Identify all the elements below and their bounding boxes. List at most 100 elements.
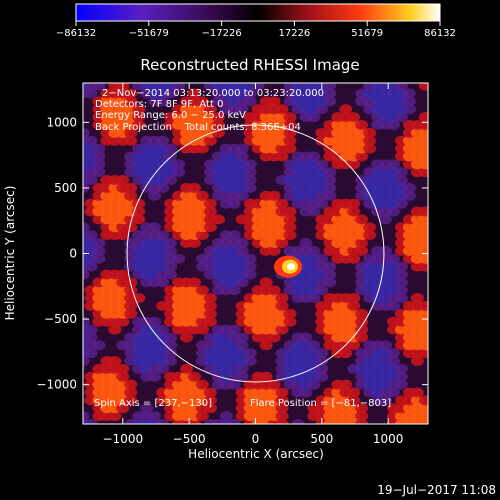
heatmap-cell	[172, 253, 186, 264]
heatmap-cell	[124, 387, 138, 398]
heatmap-cell	[156, 363, 170, 374]
colorbar-tick-label: −51679	[129, 28, 169, 39]
heatmap-cell	[132, 198, 146, 209]
heatmap-cell	[418, 238, 428, 249]
heatmap-cell	[156, 324, 170, 335]
heatmap-cell	[164, 245, 178, 256]
heatmap-cell	[418, 308, 428, 319]
heatmap-cell	[402, 182, 416, 193]
heatmap-cell	[347, 395, 361, 406]
heatmap-cell	[418, 348, 428, 359]
heatmap-cell	[195, 411, 209, 422]
heatmap-cell	[203, 135, 217, 146]
heatmap-cell	[355, 411, 369, 422]
heatmap-cell	[394, 83, 408, 91]
heatmap-cell	[124, 395, 138, 406]
heatmap-cell	[211, 112, 225, 123]
heatmap-cell	[116, 316, 130, 327]
heatmap-cell	[235, 332, 249, 343]
heatmap-cell	[227, 198, 241, 209]
heatmap-cell	[92, 253, 106, 264]
heatmap-cell	[418, 222, 428, 233]
axis-ticks: −1000 −500 0 500 1000 −1000 −500 0 500 1000	[36, 83, 428, 446]
heatmap-cell	[402, 104, 416, 115]
heatmap-cell	[83, 411, 90, 422]
y-axis-label: Heliocentric Y (arcsec)	[3, 186, 17, 321]
heatmap-cell	[187, 88, 201, 99]
heatmap-cell	[156, 135, 170, 146]
heatmap-cell	[172, 159, 186, 170]
heatmap-cell	[203, 403, 217, 414]
heatmap-cell	[195, 230, 209, 241]
heatmap-cell	[379, 340, 393, 351]
heatmap-cell	[235, 190, 249, 201]
heatmap-cell	[156, 277, 170, 288]
heatmap-cell	[92, 83, 106, 91]
heatmap-cell	[283, 308, 297, 319]
heatmap-cell	[180, 332, 193, 343]
annotation-time: 2−Nov−2014 03:13:20.000 to 03:23:20.000	[102, 88, 324, 99]
heatmap-cell	[299, 238, 313, 249]
heatmap-cell	[275, 387, 289, 398]
heatmap-cell	[275, 151, 289, 162]
heatmap-cell	[418, 253, 428, 264]
heatmap-cell	[267, 245, 281, 256]
heatmap-cell	[172, 167, 186, 178]
colorbar	[75, 3, 441, 22]
heatmap-cell	[418, 206, 428, 217]
heatmap-cell	[418, 300, 428, 311]
y-tick-label: −1000	[36, 378, 77, 392]
heatmap-cell	[108, 411, 122, 422]
heatmap-cell	[187, 371, 201, 382]
heatmap-cell	[164, 143, 178, 154]
heatmap-cell	[418, 143, 428, 154]
heatmap-cell	[394, 293, 408, 304]
heatmap-cell	[315, 348, 329, 359]
heatmap-cell	[83, 222, 90, 233]
heatmap-cell	[164, 340, 178, 351]
heatmap-cell	[148, 222, 162, 233]
heatmap-cell	[275, 300, 289, 311]
heatmap-cell	[180, 363, 193, 374]
heatmap-cell	[394, 379, 408, 390]
heatmap-cell	[187, 182, 201, 193]
heatmap-cell	[355, 245, 369, 256]
heatmap-cell	[347, 340, 361, 351]
heatmap-cell	[124, 308, 138, 319]
heatmap-cell	[251, 83, 265, 91]
heatmap-cell	[307, 293, 321, 304]
heatmap-cell	[235, 277, 249, 288]
x-tick-label: 500	[310, 432, 333, 446]
heatmap-cell	[355, 214, 369, 225]
heatmap-cell	[355, 238, 369, 249]
heatmap-cell	[410, 387, 424, 398]
heatmap-cell	[203, 395, 217, 406]
heatmap-cell	[418, 403, 428, 414]
heatmap-cell	[283, 206, 297, 217]
heatmap-cell	[124, 379, 138, 390]
heatmap-cell	[347, 293, 361, 304]
heatmap-cell	[283, 119, 297, 130]
heatmap-cell	[339, 379, 353, 390]
y-tick-label: 0	[69, 247, 77, 261]
x-tick-label: 0	[252, 432, 260, 446]
heatmap-cell	[267, 332, 281, 343]
heatmap-cell	[124, 182, 138, 193]
heatmap-cell	[307, 151, 321, 162]
heatmap-cell	[84, 175, 98, 186]
heatmap-cell	[363, 222, 377, 233]
heatmap-cell	[219, 411, 233, 422]
heatmap-cell	[315, 198, 329, 209]
heatmap-cell	[124, 127, 138, 138]
heatmap-cell	[347, 387, 361, 398]
heatmap-cell	[307, 112, 321, 123]
heatmap-cell	[195, 96, 209, 107]
heatmap-cell	[418, 395, 428, 406]
heatmap-cell	[418, 112, 428, 123]
colorbar-ticks: −86132 −51679 −17226 17226 51679 86132	[56, 21, 456, 39]
heatmap-cell	[203, 198, 217, 209]
heatmap-cell	[243, 88, 257, 99]
heatmap-cell	[211, 127, 225, 138]
heatmap-cell	[243, 159, 257, 170]
x-tick-label: −500	[173, 432, 206, 446]
